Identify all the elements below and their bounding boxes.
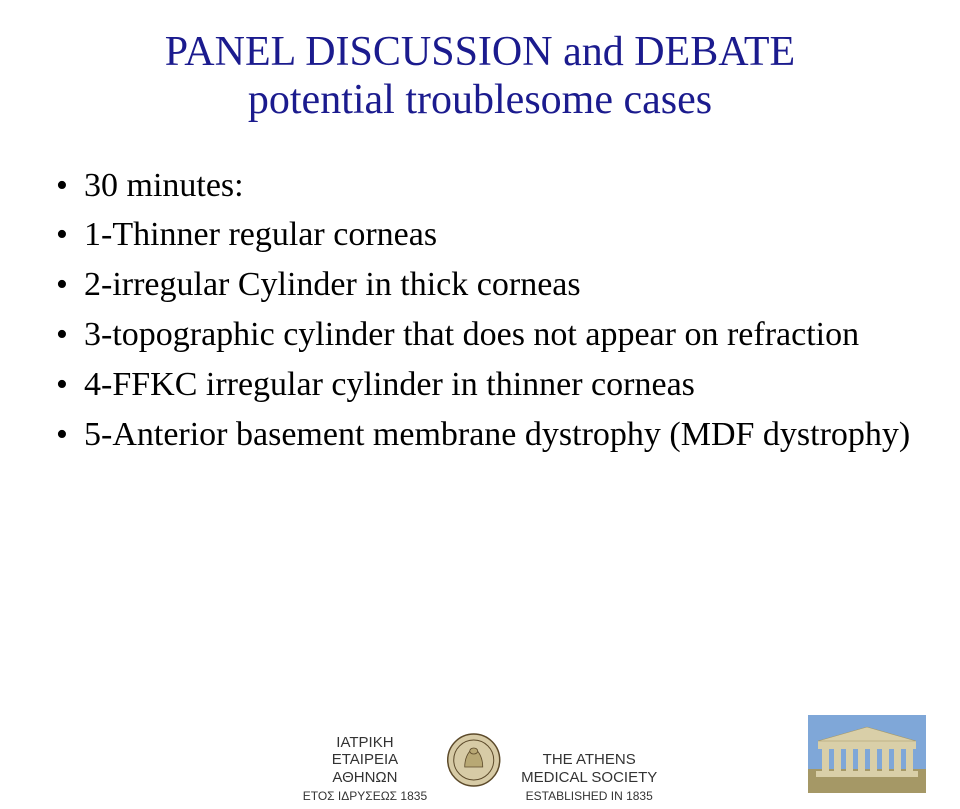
footer-right-org: THE ATHENS MEDICAL SOCIETY ESTABLISHED I… (521, 751, 657, 803)
footer-right-line-2: MEDICAL SOCIETY (521, 769, 657, 787)
footer: ΙΑΤΡΙΚΗ ΕΤΑΙΡΕΙΑ ΑΘΗΝΩΝ ΕΤΟΣ ΙΔΡΥΣΕΩΣ 18… (0, 689, 960, 809)
footer-left-line-4: ΕΤΟΣ ΙΔΡΥΣΕΩΣ 1835 (303, 789, 427, 803)
footer-left-org: ΙΑΤΡΙΚΗ ΕΤΑΙΡΕΙΑ ΑΘΗΝΩΝ ΕΤΟΣ ΙΔΡΥΣΕΩΣ 18… (303, 734, 427, 803)
title-line-1: PANEL DISCUSSION and DEBATE (44, 28, 916, 76)
title-line-2: potential troublesome cases (44, 76, 916, 124)
bullet-item: 2-irregular Cylinder in thick corneas (50, 262, 916, 308)
footer-center: ΙΑΤΡΙΚΗ ΕΤΑΙΡΕΙΑ ΑΘΗΝΩΝ ΕΤΟΣ ΙΔΡΥΣΕΩΣ 18… (303, 733, 658, 803)
bullet-item: 5-Anterior basement membrane dystrophy (… (50, 412, 916, 458)
seal-icon (447, 733, 501, 787)
bullet-item: 4-FFKC irregular cylinder in thinner cor… (50, 362, 916, 408)
parthenon-photo-icon (808, 715, 926, 793)
footer-left-line-2: ΕΤΑΙΡΕΙΑ (303, 751, 427, 769)
slide-root: PANEL DISCUSSION and DEBATE potential tr… (0, 0, 960, 809)
footer-left-line-1: ΙΑΤΡΙΚΗ (303, 734, 427, 752)
footer-right-line-3: ESTABLISHED IN 1835 (521, 789, 657, 803)
footer-left-line-3: ΑΘΗΝΩΝ (303, 769, 427, 787)
bullet-list: 30 minutes: 1-Thinner regular corneas 2-… (44, 163, 916, 458)
title-block: PANEL DISCUSSION and DEBATE potential tr… (44, 28, 916, 125)
footer-right-line-1: THE ATHENS (521, 751, 657, 769)
bullet-item: 3-topographic cylinder that does not app… (50, 312, 916, 358)
bullet-item: 1-Thinner regular corneas (50, 212, 916, 258)
bullet-item: 30 minutes: (50, 163, 916, 209)
